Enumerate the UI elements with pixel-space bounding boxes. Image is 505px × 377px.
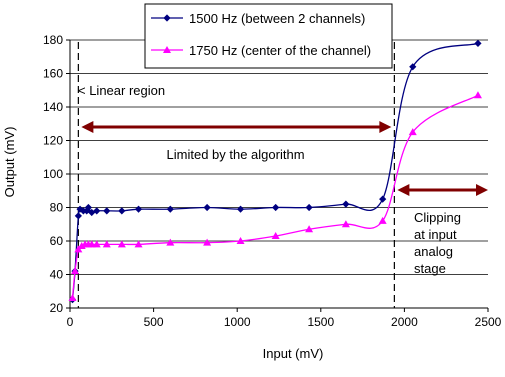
data-point bbox=[118, 207, 126, 215]
legend-label: 1500 Hz (between 2 channels) bbox=[189, 11, 365, 26]
annotation-clipping-line: analog bbox=[414, 244, 453, 259]
data-point bbox=[409, 63, 417, 71]
annotations: < Linear region Limited by the algorithm C… bbox=[78, 83, 488, 276]
legend-entry-1: 1500 Hz (between 2 channels) bbox=[151, 11, 365, 26]
x-tick-label: 500 bbox=[144, 315, 164, 329]
series-1 bbox=[68, 39, 482, 304]
data-point bbox=[92, 240, 101, 248]
data-point bbox=[379, 195, 387, 203]
legend-marker bbox=[163, 46, 171, 53]
data-point bbox=[342, 200, 350, 208]
x-axis-title: Input (mV) bbox=[263, 346, 324, 361]
data-point bbox=[117, 240, 126, 248]
y-tick-label: 180 bbox=[43, 33, 63, 47]
legend-label: 1750 Hz (center of the channel) bbox=[189, 43, 371, 58]
y-tick-label: 20 bbox=[50, 301, 64, 315]
annotation-clipping-line: stage bbox=[414, 261, 446, 276]
x-tick-label: 1000 bbox=[224, 315, 251, 329]
axes: 20 40 60 80 100 120 140 160 180 0 500 1000 1500 2000 2… bbox=[43, 33, 502, 329]
data-point bbox=[408, 128, 417, 136]
data-point bbox=[134, 240, 143, 248]
data-point bbox=[203, 203, 211, 212]
legend: 1500 Hz (between 2 channels) 1750 Hz (cen… bbox=[144, 3, 393, 69]
data-point bbox=[103, 207, 111, 215]
arrow-clipping bbox=[397, 184, 488, 196]
series-2 bbox=[68, 91, 482, 301]
reference-lines bbox=[77, 42, 395, 308]
data-point bbox=[74, 212, 82, 220]
y-tick-label: 80 bbox=[50, 201, 64, 215]
y-axis-title: Output (mV) bbox=[2, 127, 17, 198]
data-point bbox=[68, 293, 77, 301]
arrow-limited bbox=[81, 121, 392, 133]
annotation-clipping-line: Clipping bbox=[414, 210, 461, 225]
data-point bbox=[203, 238, 212, 246]
data-point bbox=[305, 225, 314, 233]
data-point bbox=[166, 238, 175, 246]
x-tick-label: 1500 bbox=[307, 315, 334, 329]
x-tick-label: 0 bbox=[67, 315, 74, 329]
legend-marker bbox=[163, 14, 171, 22]
annotation-linear-region: < Linear region bbox=[78, 83, 165, 98]
data-point bbox=[473, 91, 482, 99]
data-point bbox=[102, 240, 111, 248]
data-point bbox=[305, 203, 313, 212]
data-point bbox=[84, 203, 92, 212]
data-point bbox=[474, 39, 482, 47]
y-tick-label: 160 bbox=[43, 67, 63, 81]
y-tick-label: 120 bbox=[43, 134, 63, 148]
data-point bbox=[166, 205, 174, 213]
data-point bbox=[236, 205, 245, 213]
y-tick-label: 60 bbox=[50, 234, 64, 248]
legend-entry-2: 1750 Hz (center of the channel) bbox=[151, 43, 371, 58]
arrow-head-left bbox=[81, 121, 94, 133]
y-tick-label: 40 bbox=[50, 268, 64, 282]
data-point bbox=[271, 231, 280, 239]
x-tick-label: 2000 bbox=[391, 315, 418, 329]
data-point bbox=[134, 205, 143, 213]
data-point bbox=[87, 240, 96, 248]
data-point bbox=[272, 203, 280, 212]
data-point bbox=[93, 207, 101, 215]
y-tick-label: 100 bbox=[43, 167, 63, 181]
legend-box bbox=[144, 3, 393, 69]
data-point bbox=[71, 267, 80, 275]
arrow-head-right bbox=[476, 184, 488, 196]
y-tick-label: 140 bbox=[43, 100, 63, 114]
annotation-limited: Limited by the algorithm bbox=[167, 147, 305, 162]
data-point bbox=[378, 216, 387, 224]
data-point bbox=[236, 237, 245, 244]
arrow-head-right bbox=[379, 121, 392, 133]
annotation-clipping-line: at input bbox=[414, 227, 457, 242]
data-point bbox=[341, 220, 350, 228]
series-group bbox=[68, 39, 482, 304]
x-tick-label: 2500 bbox=[475, 315, 502, 329]
arrow-head-left bbox=[397, 184, 410, 196]
